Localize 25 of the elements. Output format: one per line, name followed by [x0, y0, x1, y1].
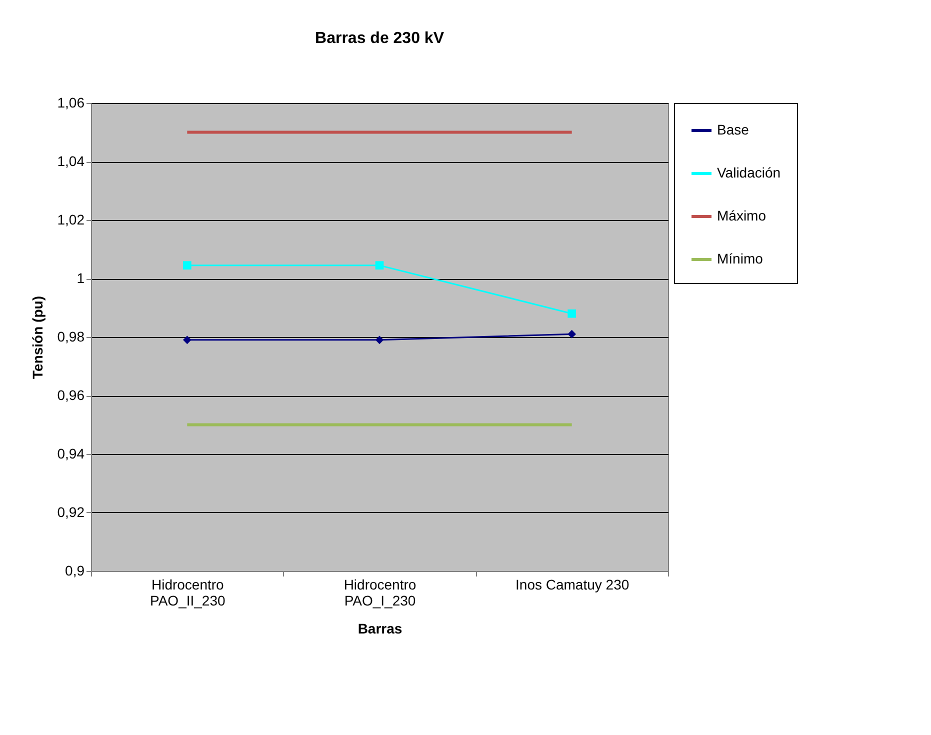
y-tick-label: 0,98 — [57, 328, 85, 344]
legend-label: Mínimo — [717, 250, 764, 266]
y-tick-label: 1,04 — [57, 153, 85, 169]
x-tick-label: Inos Camatuy 230 — [516, 576, 630, 592]
y-tick-label: 1 — [76, 270, 85, 286]
point — [568, 330, 576, 338]
x-axis-title: Barras — [358, 620, 402, 636]
point — [182, 261, 192, 270]
y-tick-label: 0,96 — [57, 387, 85, 403]
legend-label: Máximo — [717, 208, 766, 224]
y-tick-label: 1,02 — [57, 212, 85, 228]
x-tick-label: Hidrocentro PAO_I_230 — [344, 576, 416, 608]
legend-label: Validación — [717, 164, 781, 180]
point — [182, 336, 192, 344]
y-tick-label: 0,94 — [57, 446, 85, 462]
point — [568, 309, 576, 318]
y-tick-label: 0,9 — [65, 562, 85, 578]
y-tick-label: 0,92 — [57, 504, 85, 520]
chart-title: Barras de 230 kV — [315, 30, 444, 47]
point — [375, 261, 384, 270]
x-tick-label: Hidrocentro PAO_II_230 — [150, 576, 226, 608]
legend-label: Base — [717, 122, 750, 138]
y-axis-title: Tensión (pu) — [29, 296, 46, 379]
y-tick-label: 1,06 — [57, 94, 85, 110]
point — [375, 336, 384, 344]
